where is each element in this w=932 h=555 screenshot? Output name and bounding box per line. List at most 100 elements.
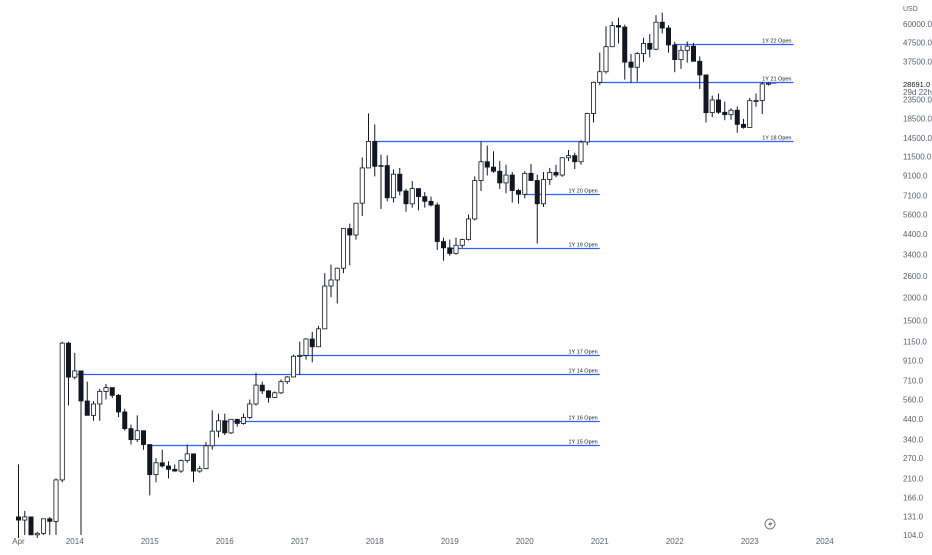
candle-2013-07[interactable] xyxy=(34,531,40,538)
candle-2023-01[interactable] xyxy=(747,97,753,128)
candle-2020-05[interactable] xyxy=(547,167,553,185)
candle-2017-07[interactable] xyxy=(334,267,340,304)
candle-2016-01[interactable] xyxy=(222,413,228,436)
candle-2014-08[interactable] xyxy=(116,394,122,418)
candle-2019-04[interactable] xyxy=(465,214,471,241)
candle-2015-10[interactable] xyxy=(203,442,209,470)
candle-2017-06[interactable] xyxy=(328,264,334,298)
candle-2021-03[interactable] xyxy=(609,21,615,48)
candle-2014-06[interactable] xyxy=(103,383,109,400)
candle-2019-01[interactable] xyxy=(447,239,453,256)
candle-2017-01[interactable] xyxy=(297,341,303,376)
candle-2014-04[interactable] xyxy=(91,401,97,421)
candle-2021-08[interactable] xyxy=(641,37,647,63)
candle-2021-09[interactable] xyxy=(647,34,653,58)
candle-2018-10[interactable] xyxy=(428,196,434,207)
candle-2019-12[interactable] xyxy=(516,188,522,204)
candle-2022-04[interactable] xyxy=(691,42,697,62)
candle-2021-04[interactable] xyxy=(616,17,622,44)
candle-2015-09[interactable] xyxy=(197,465,203,473)
candle-2018-07[interactable] xyxy=(409,180,415,208)
candle-2021-06[interactable] xyxy=(628,53,634,83)
candle-2019-08[interactable] xyxy=(490,151,496,173)
candle-2016-05[interactable] xyxy=(247,399,253,419)
candle-2022-09[interactable] xyxy=(722,101,728,121)
candle-2018-01[interactable] xyxy=(372,124,378,177)
candle-2020-06[interactable] xyxy=(553,164,559,178)
price-axis[interactable]: USD 104.0 131.0 166.0 210.0 270.0 340.0 440.0 5… xyxy=(903,6,932,540)
candle-2018-11[interactable] xyxy=(434,202,440,251)
candle-2016-06[interactable] xyxy=(253,372,259,406)
candle-2013-11[interactable] xyxy=(59,341,65,483)
candle-2016-03[interactable] xyxy=(234,418,240,427)
candle-2013-09[interactable] xyxy=(47,516,53,535)
candle-2014-01[interactable] xyxy=(72,352,78,380)
candle-2014-05[interactable] xyxy=(97,388,103,421)
candle-2014-11[interactable] xyxy=(134,415,140,443)
candle-2017-04[interactable] xyxy=(315,325,321,348)
candle-2017-12[interactable] xyxy=(365,113,371,169)
candle-2022-03[interactable] xyxy=(684,41,690,63)
candle-2018-03[interactable] xyxy=(384,155,390,202)
candle-2017-10[interactable] xyxy=(353,202,359,240)
candle-2020-11[interactable] xyxy=(584,112,590,146)
candle-2015-01[interactable] xyxy=(147,444,153,496)
candle-2013-10[interactable] xyxy=(53,478,59,535)
candle-2017-08[interactable] xyxy=(340,228,346,274)
candle-2023-04[interactable] xyxy=(766,82,772,86)
candle-2022-01[interactable] xyxy=(672,41,678,73)
candle-2015-06[interactable] xyxy=(178,459,184,473)
candle-2021-12[interactable] xyxy=(666,25,672,53)
candle-2013-08[interactable] xyxy=(41,518,47,535)
candle-2020-08[interactable] xyxy=(566,149,572,161)
candle-2018-09[interactable] xyxy=(422,192,428,208)
candle-2020-01[interactable] xyxy=(522,171,528,199)
candle-2021-07[interactable] xyxy=(634,52,640,82)
candle-2019-06[interactable] xyxy=(478,141,484,192)
candle-2018-02[interactable] xyxy=(378,154,384,209)
candle-2022-07[interactable] xyxy=(709,95,715,118)
candle-2014-03[interactable] xyxy=(84,381,90,416)
candle-2016-02[interactable] xyxy=(228,418,234,434)
candle-2023-02[interactable] xyxy=(753,93,759,107)
candle-2022-08[interactable] xyxy=(716,93,722,114)
candle-2018-05[interactable] xyxy=(397,167,403,196)
candle-2014-12[interactable] xyxy=(140,430,146,450)
candle-2020-04[interactable] xyxy=(541,172,547,207)
lightning-icon[interactable] xyxy=(764,518,776,530)
candle-2013-06[interactable] xyxy=(28,516,34,536)
candle-2014-10[interactable] xyxy=(128,424,134,445)
candle-2016-12[interactable] xyxy=(290,354,296,378)
candle-2020-10[interactable] xyxy=(578,140,584,165)
candle-2020-12[interactable] xyxy=(591,81,597,123)
candle-2019-11[interactable] xyxy=(509,172,515,203)
candle-2021-02[interactable] xyxy=(603,26,609,74)
candle-2016-10[interactable] xyxy=(278,379,284,395)
candle-2013-12[interactable] xyxy=(66,341,72,406)
candle-2018-04[interactable] xyxy=(390,169,396,203)
candle-2016-09[interactable] xyxy=(272,391,278,399)
candle-2015-03[interactable] xyxy=(159,449,165,468)
candle-2017-03[interactable] xyxy=(309,331,315,363)
candle-2021-05[interactable] xyxy=(622,24,628,80)
candle-2017-05[interactable] xyxy=(322,273,328,330)
candle-2014-07[interactable] xyxy=(109,387,115,399)
candle-2020-09[interactable] xyxy=(572,152,578,170)
candle-2019-03[interactable] xyxy=(459,238,465,248)
candle-2019-10[interactable] xyxy=(503,164,509,194)
candle-2015-08[interactable] xyxy=(190,453,196,483)
candle-2022-06[interactable] xyxy=(703,74,709,123)
candle-2020-02[interactable] xyxy=(528,164,534,181)
candle-2016-04[interactable] xyxy=(240,413,246,425)
candle-2017-02[interactable] xyxy=(303,338,309,360)
candle-2019-05[interactable] xyxy=(472,176,478,221)
candle-2018-06[interactable] xyxy=(403,188,409,212)
candle-2019-09[interactable] xyxy=(497,160,503,189)
candle-2022-11[interactable] xyxy=(734,106,740,133)
candle-2019-07[interactable] xyxy=(484,145,490,176)
candle-2015-11[interactable] xyxy=(209,410,215,450)
candle-2016-07[interactable] xyxy=(259,381,265,395)
candle-2018-12[interactable] xyxy=(440,237,446,261)
